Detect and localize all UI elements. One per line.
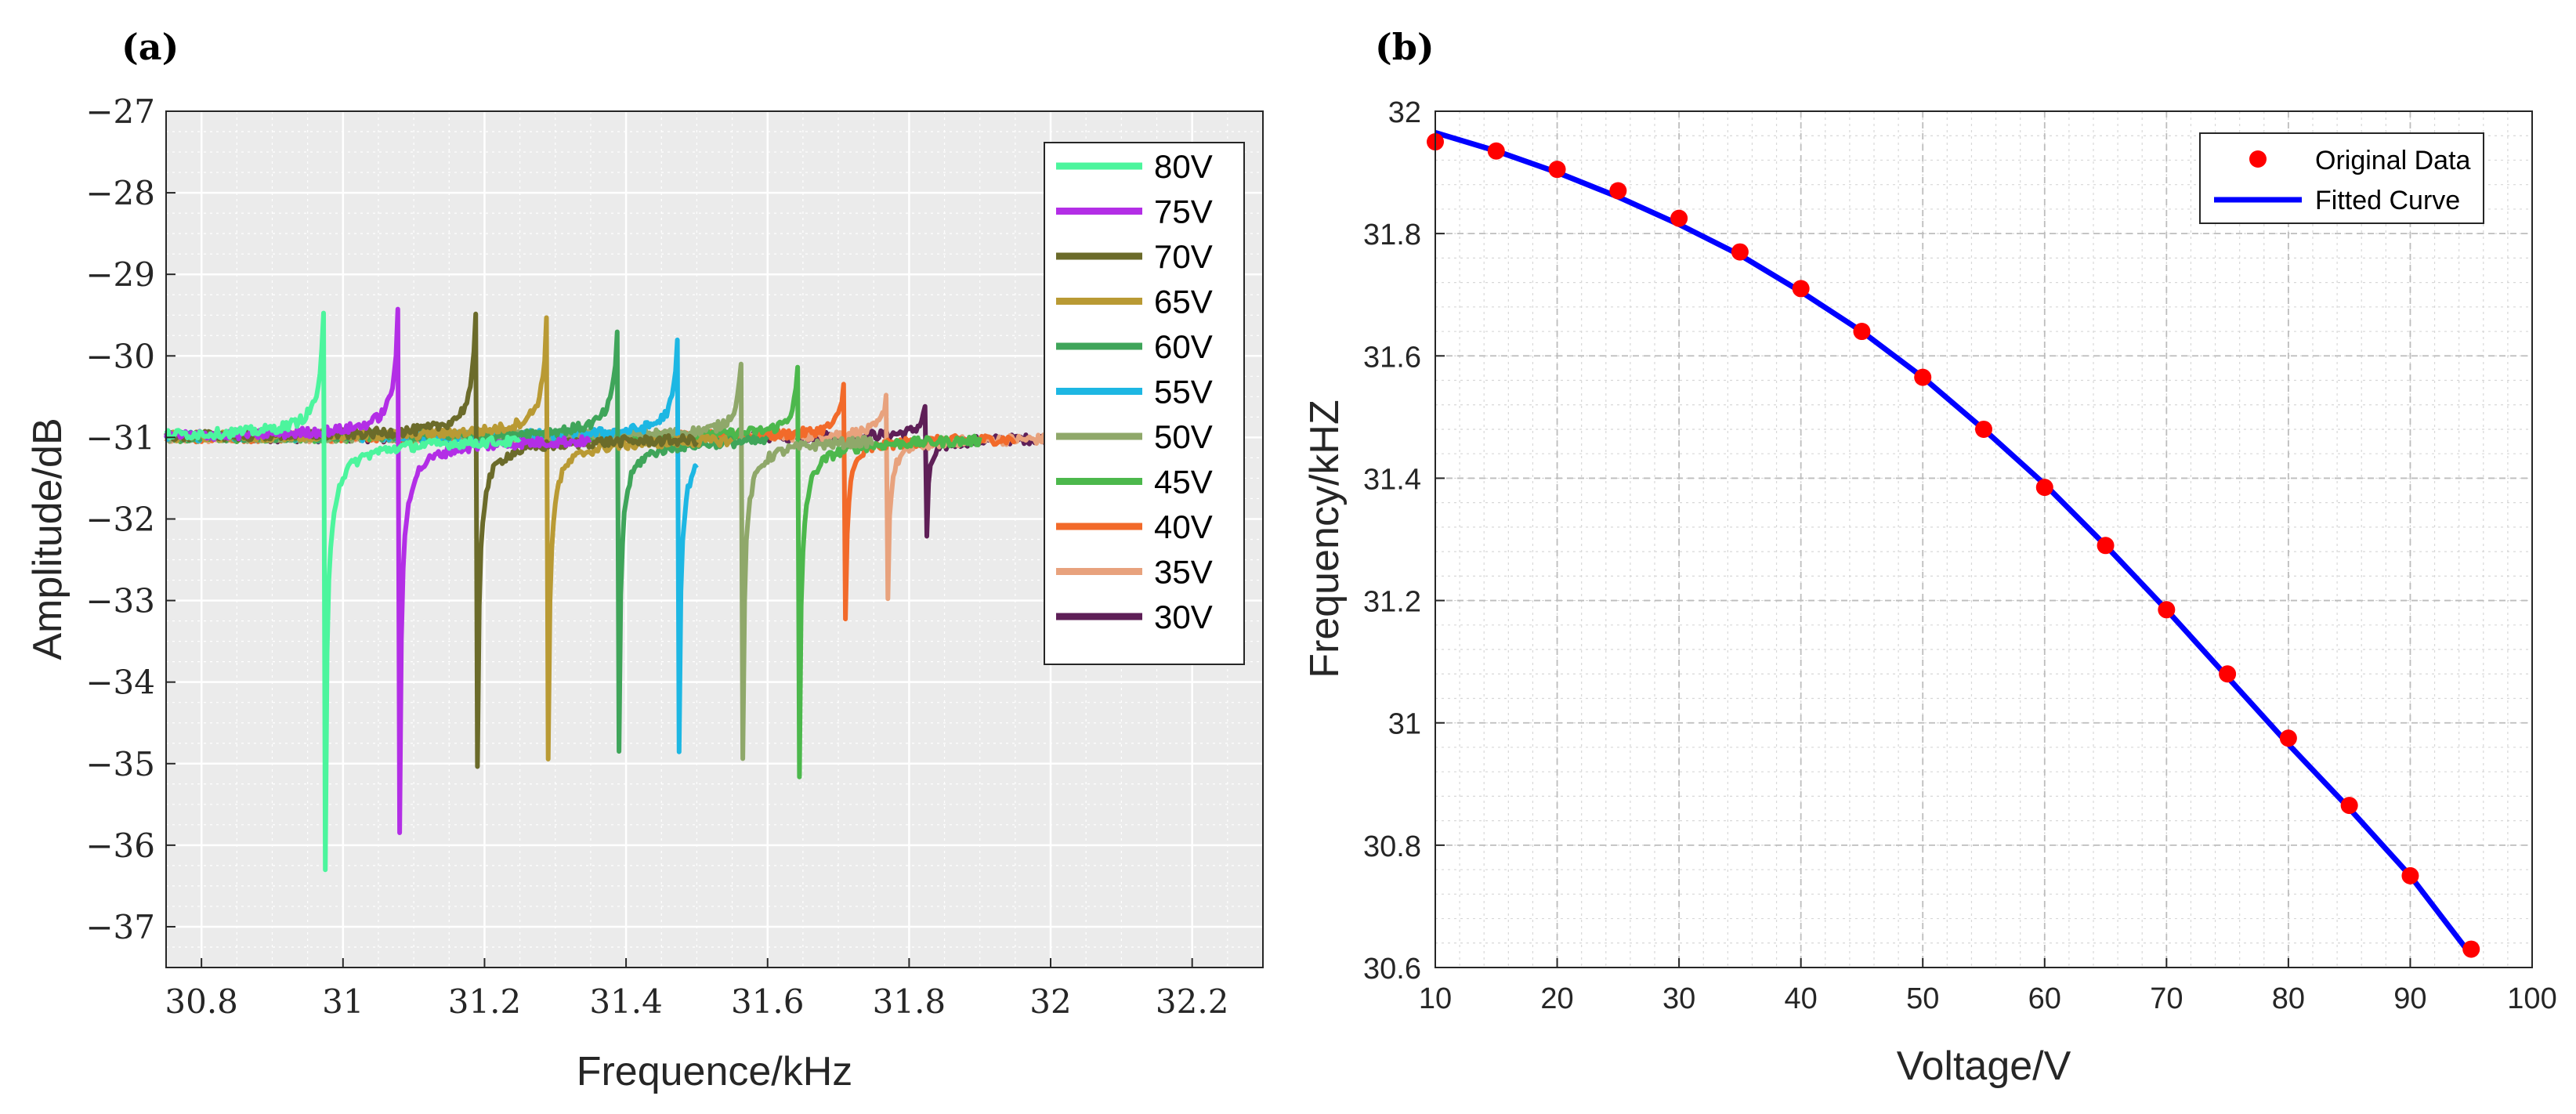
- legend-label-70V: 70V: [1154, 238, 1213, 275]
- chart-a-legend: 80V 75V 70V 65V 60V 55V 50V 45V 40V 35V 30V: [1044, 142, 1245, 665]
- chart-a-y-axis-label: Amplitude/dB: [25, 418, 71, 660]
- legend-label-30V: 30V: [1154, 599, 1213, 635]
- chart-b-y-axis-label: Frequency/kHZ: [1302, 400, 1348, 678]
- y-tick-label: −27: [85, 92, 155, 131]
- y-tick-label: −32: [85, 500, 155, 538]
- y-tick-label: −33: [85, 582, 155, 620]
- data-point: [2462, 940, 2480, 958]
- x-tick-label: 100: [2507, 982, 2556, 1015]
- y-tick-label: 30.8: [1363, 830, 1421, 863]
- legend-marker-original-data: [2249, 150, 2267, 168]
- y-tick-label: 31.6: [1363, 341, 1421, 374]
- y-tick-label: 30.6: [1363, 953, 1421, 986]
- chart-a-x-ticks: 30.8 31 31.2 31.4 31.6 31.8 32 32.2: [165, 958, 1228, 1021]
- fitted-curve-line: [1434, 129, 2473, 957]
- legend-label-fitted-curve: Fitted Curve: [2315, 186, 2460, 215]
- chart-a-axes-box: [165, 110, 1264, 968]
- chart-a: 30.8 31 31.2 31.4 31.6 31.8 32 32.2 −27 −28 −29 −3…: [25, 92, 1264, 1094]
- chart-a-legend-box: [1044, 142, 1245, 665]
- panel-a-label: (a): [121, 26, 179, 68]
- panel-b-label: (b): [1375, 26, 1435, 68]
- x-tick-label: 80: [2272, 982, 2305, 1015]
- legend-label-40V: 40V: [1154, 508, 1213, 545]
- x-tick-label: 20: [1540, 982, 1573, 1015]
- data-point: [2340, 797, 2358, 815]
- legend-label-80V: 80V: [1154, 148, 1213, 185]
- x-tick-label: 31.2: [448, 982, 522, 1021]
- chart-b-fitted-curve: [1434, 129, 2473, 957]
- y-tick-label: 31.4: [1363, 463, 1421, 496]
- y-tick-label: −29: [85, 255, 155, 294]
- data-point: [2035, 479, 2053, 497]
- data-point: [1853, 323, 1871, 341]
- y-tick-label: −28: [85, 174, 155, 212]
- x-tick-label: 50: [1906, 982, 1939, 1015]
- chart-b-y-ticks: 30.6 30.8 31 31.2 31.4 31.6 31.8 32: [1363, 96, 1445, 986]
- x-tick-label: 30: [1662, 982, 1695, 1015]
- x-tick-label: 32: [1029, 982, 1071, 1021]
- data-point: [1914, 368, 1932, 386]
- chart-b-legend: Original Data Fitted Curve: [2199, 132, 2484, 224]
- chart-b-legend-box: [2199, 132, 2484, 224]
- chart-b-axes-box: [1435, 110, 2533, 968]
- data-point: [1792, 280, 1810, 298]
- x-tick-label: 31.6: [731, 982, 805, 1021]
- chart-b-x-axis-label: Voltage/V: [1897, 1043, 2071, 1089]
- x-tick-label: 10: [1419, 982, 1452, 1015]
- x-tick-label: 32.2: [1156, 982, 1229, 1021]
- data-point: [2158, 601, 2176, 619]
- y-tick-label: −30: [85, 337, 155, 375]
- x-tick-label: 31.8: [873, 982, 946, 1021]
- y-tick-label: −31: [85, 418, 155, 457]
- x-tick-label: 90: [2393, 982, 2426, 1015]
- chart-a-series-lines: [164, 306, 1053, 873]
- data-point: [2219, 665, 2237, 683]
- data-point: [1609, 182, 1627, 200]
- chart-a-y-ticks: −27 −28 −29 −30 −31 −32 −33 −34 −35 −36 −37: [85, 92, 175, 946]
- legend-label-65V: 65V: [1154, 284, 1213, 320]
- legend-label-75V: 75V: [1154, 194, 1213, 230]
- y-tick-label: −37: [85, 908, 155, 946]
- legend-label-45V: 45V: [1154, 464, 1213, 501]
- legend-label-35V: 35V: [1154, 554, 1213, 591]
- chart-b: 10 20 30 40 50 60 70 80 90 100 30.6 30.8 31 31.2 31.4…: [1302, 96, 2557, 1089]
- y-tick-label: 31.2: [1363, 586, 1421, 619]
- data-point: [2279, 729, 2297, 747]
- x-tick-label: 31: [322, 982, 364, 1021]
- x-tick-label: 70: [2150, 982, 2183, 1015]
- y-tick-label: −36: [85, 826, 155, 865]
- x-tick-label: 60: [2028, 982, 2061, 1015]
- data-point: [2097, 537, 2115, 555]
- data-point: [1548, 161, 1566, 179]
- y-tick-label: −34: [85, 664, 155, 702]
- data-point: [1731, 243, 1749, 261]
- chart-b-x-ticks: 10 20 30 40 50 60 70 80 90 100: [1419, 958, 2557, 1015]
- legend-label-60V: 60V: [1154, 328, 1213, 365]
- chart-a-x-axis-label: Frequence/kHz: [577, 1049, 853, 1094]
- chart-b-plot-area: [1435, 111, 2532, 968]
- legend-label-original-data: Original Data: [2315, 146, 2471, 175]
- x-tick-label: 40: [1785, 982, 1818, 1015]
- data-point: [1975, 420, 1992, 438]
- y-tick-label: 31: [1388, 708, 1421, 741]
- data-point: [1670, 209, 1688, 227]
- series-line-80V: [164, 310, 522, 873]
- legend-label-50V: 50V: [1154, 418, 1213, 455]
- x-tick-label: 31.4: [589, 982, 663, 1021]
- x-tick-label: 30.8: [165, 982, 238, 1021]
- data-point: [2401, 866, 2419, 884]
- chart-b-data-points: [1427, 133, 2480, 958]
- legend-label-55V: 55V: [1154, 374, 1213, 411]
- y-tick-label: 31.8: [1363, 219, 1421, 251]
- y-tick-label: −35: [85, 745, 155, 783]
- data-point: [1487, 142, 1505, 160]
- y-tick-label: 32: [1388, 96, 1421, 129]
